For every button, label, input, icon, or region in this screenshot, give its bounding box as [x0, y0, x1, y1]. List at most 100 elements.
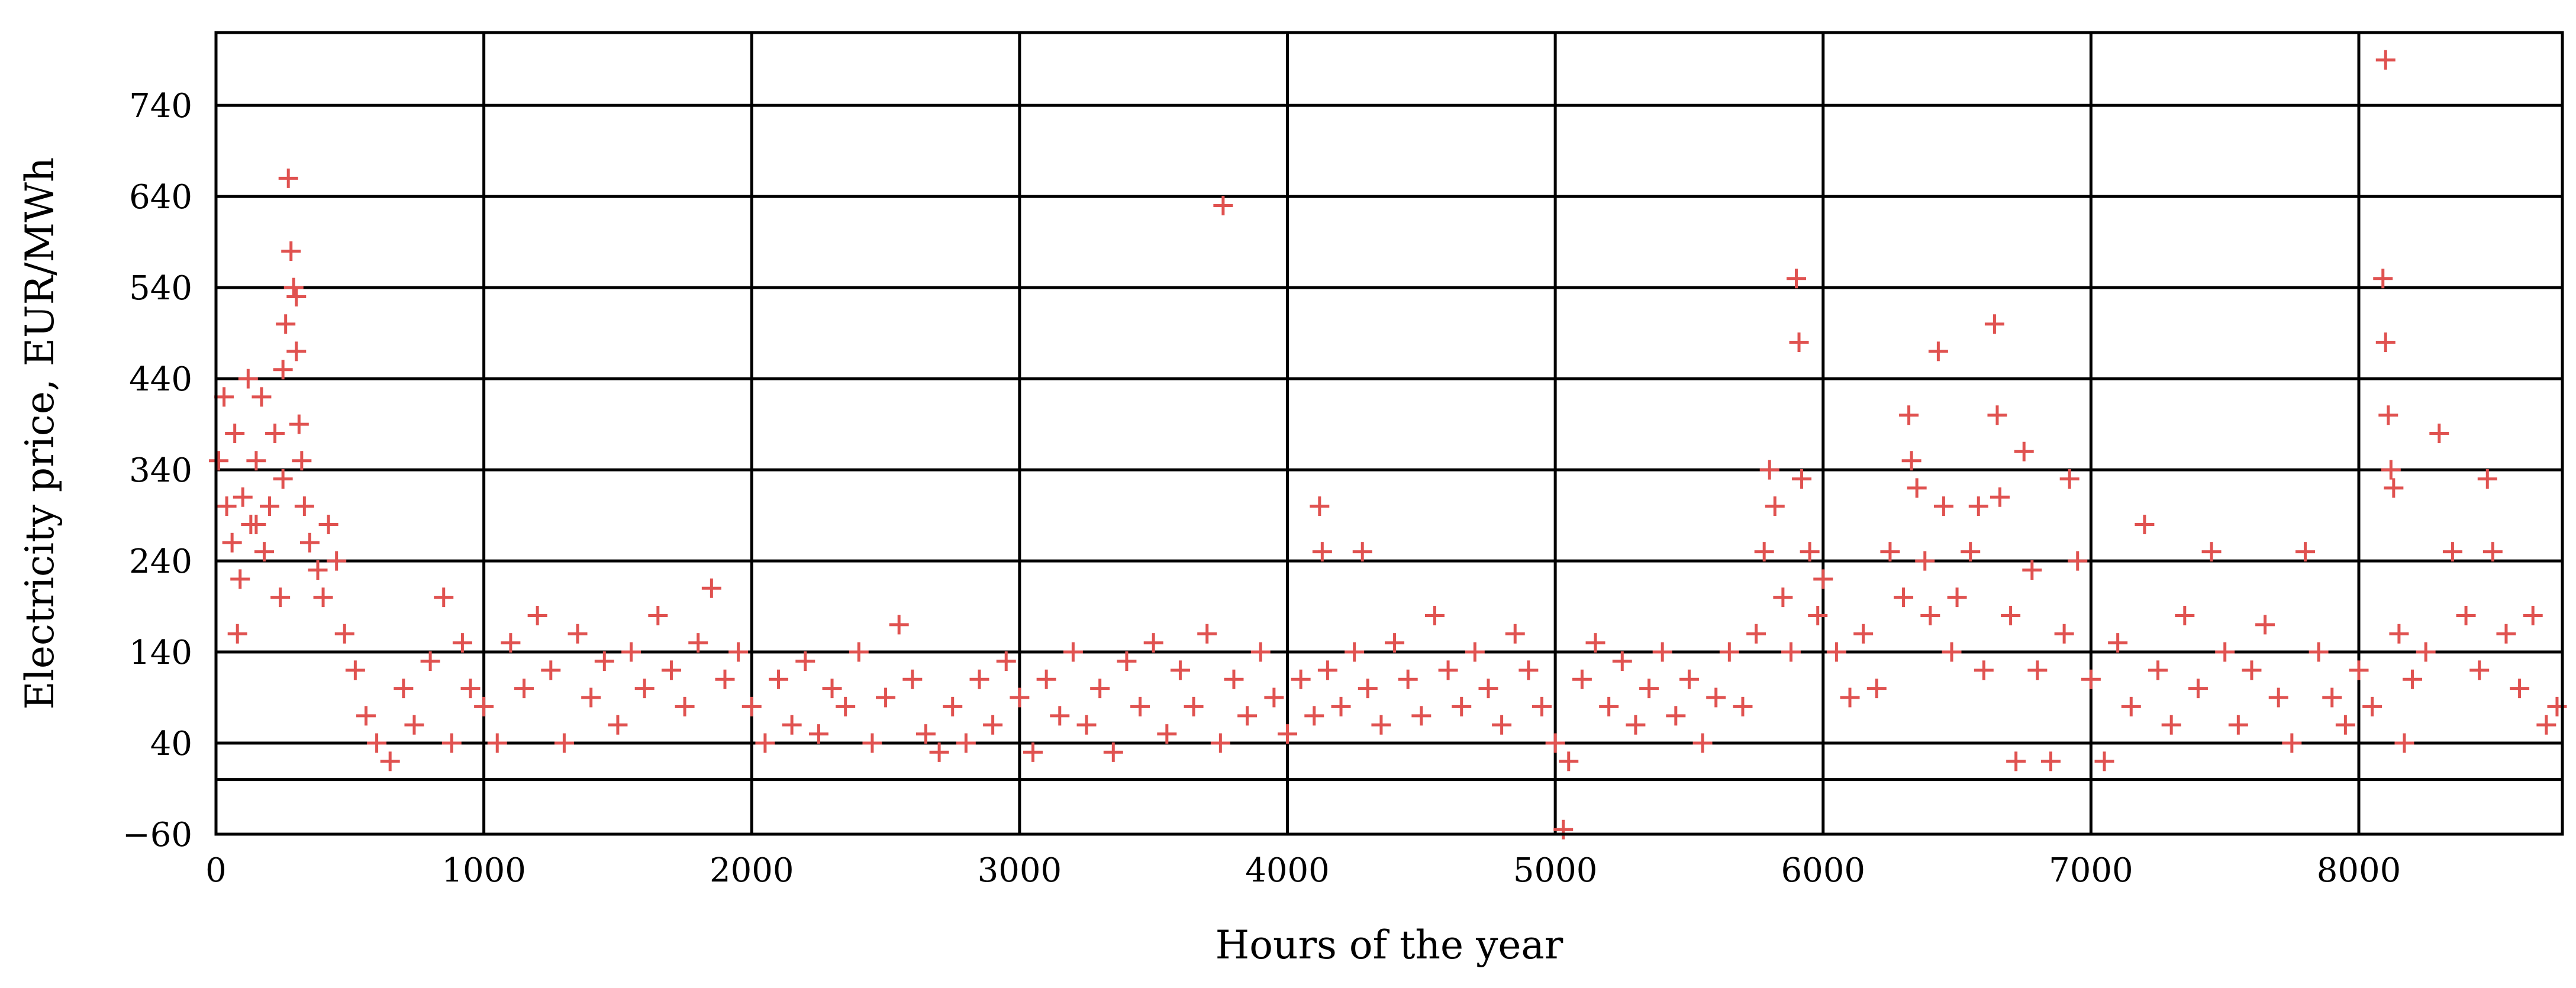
data-point	[1794, 470, 1810, 487]
data-point	[406, 716, 423, 733]
data-point	[2458, 607, 2474, 624]
data-point	[1991, 489, 2008, 505]
y-tick-label: 440	[129, 360, 192, 399]
data-point	[810, 726, 827, 742]
data-point	[998, 653, 1014, 669]
data-point	[610, 716, 626, 733]
x-tick-label: 3000	[978, 851, 1062, 890]
y-tick-label: −60	[122, 816, 192, 854]
data-point	[1668, 708, 1684, 724]
data-point	[1373, 716, 1389, 733]
data-point	[1587, 635, 1604, 651]
data-point	[1387, 635, 1403, 651]
data-point	[2417, 644, 2434, 660]
data-point	[1172, 662, 1188, 679]
data-point	[2230, 716, 2246, 733]
data-point	[280, 170, 296, 186]
data-point	[248, 453, 265, 469]
y-tick-label: 340	[129, 451, 192, 490]
data-point	[2024, 561, 2040, 578]
data-point	[336, 625, 353, 642]
data-point	[757, 735, 773, 751]
data-point	[1466, 644, 1483, 660]
data-point	[623, 644, 640, 660]
data-point	[2123, 698, 2139, 715]
data-point	[2150, 662, 2166, 679]
data-point	[1092, 680, 1108, 697]
data-point	[2337, 716, 2353, 733]
data-point	[556, 735, 572, 751]
data-point	[502, 635, 519, 651]
data-point	[1748, 625, 1765, 642]
data-point	[294, 453, 310, 469]
data-point	[1842, 689, 1858, 706]
data-point	[347, 662, 363, 679]
data-point	[2082, 671, 2099, 687]
data-point	[436, 589, 452, 606]
data-point	[1962, 544, 1979, 560]
data-point	[1868, 680, 1885, 697]
data-point	[2310, 644, 2327, 660]
data-point	[2396, 735, 2413, 751]
data-point	[1949, 589, 1965, 606]
data-point	[1574, 671, 1590, 687]
data-point	[690, 635, 707, 651]
data-point	[288, 343, 305, 360]
data-point	[904, 671, 921, 687]
data-point	[357, 708, 374, 724]
y-tick-label: 140	[129, 634, 192, 672]
data-point	[320, 516, 337, 532]
data-point	[2375, 270, 2391, 287]
data-point	[516, 680, 533, 697]
data-point	[2538, 716, 2555, 733]
data-point	[917, 726, 934, 742]
data-point	[234, 489, 251, 505]
data-point	[2003, 607, 2019, 624]
data-point	[275, 470, 291, 487]
data-point	[395, 680, 412, 697]
data-point	[770, 671, 787, 687]
data-point	[2431, 425, 2448, 442]
x-tick-label: 1000	[441, 851, 526, 890]
data-point	[1654, 644, 1671, 660]
data-point	[2069, 553, 2086, 569]
data-point	[931, 744, 947, 760]
data-point	[211, 453, 227, 469]
data-point	[1078, 716, 1095, 733]
data-point	[1903, 453, 1920, 469]
y-tick-label: 240	[129, 543, 192, 581]
data-point	[1815, 571, 1832, 587]
y-axis-ticks: −60 40 140 240 340 440 540 640 740	[122, 87, 192, 854]
data-point	[301, 534, 318, 551]
data-point	[543, 662, 559, 679]
data-point	[1935, 498, 1952, 515]
data-point	[2297, 544, 2313, 560]
data-point	[957, 735, 974, 751]
data-point	[2284, 735, 2300, 751]
data-point	[1775, 589, 1791, 606]
data-point	[1319, 662, 1336, 679]
data-point	[1413, 708, 1430, 724]
data-point	[218, 498, 235, 515]
data-point	[443, 735, 460, 751]
data-point	[583, 689, 599, 706]
data-point	[454, 635, 470, 651]
data-point	[1930, 343, 1946, 360]
data-point	[1212, 735, 1229, 751]
data-point	[569, 625, 586, 642]
data-point	[971, 671, 988, 687]
data-point	[985, 716, 1001, 733]
data-point	[2163, 716, 2180, 733]
data-point	[1970, 498, 1987, 515]
data-point	[837, 698, 854, 715]
data-point	[1105, 744, 1121, 760]
data-point	[1199, 625, 1216, 642]
data-point	[2377, 334, 2394, 351]
data-point	[1986, 316, 2003, 332]
data-point	[676, 698, 693, 715]
data-points	[211, 51, 2565, 838]
data-point	[422, 653, 439, 669]
data-point	[596, 653, 612, 669]
data-point	[2243, 662, 2260, 679]
